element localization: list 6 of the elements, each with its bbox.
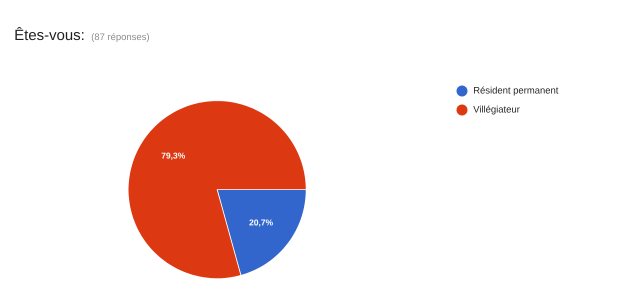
data-label: 79,3% xyxy=(162,152,186,160)
chart-subtitle: (87 réponses) xyxy=(92,33,149,42)
chart-title: Êtes-vous: xyxy=(15,26,84,40)
legend-label: Villégiateur xyxy=(473,106,520,114)
data-label: 20,7% xyxy=(249,219,273,227)
legend-label: Résident permanent xyxy=(474,86,558,96)
